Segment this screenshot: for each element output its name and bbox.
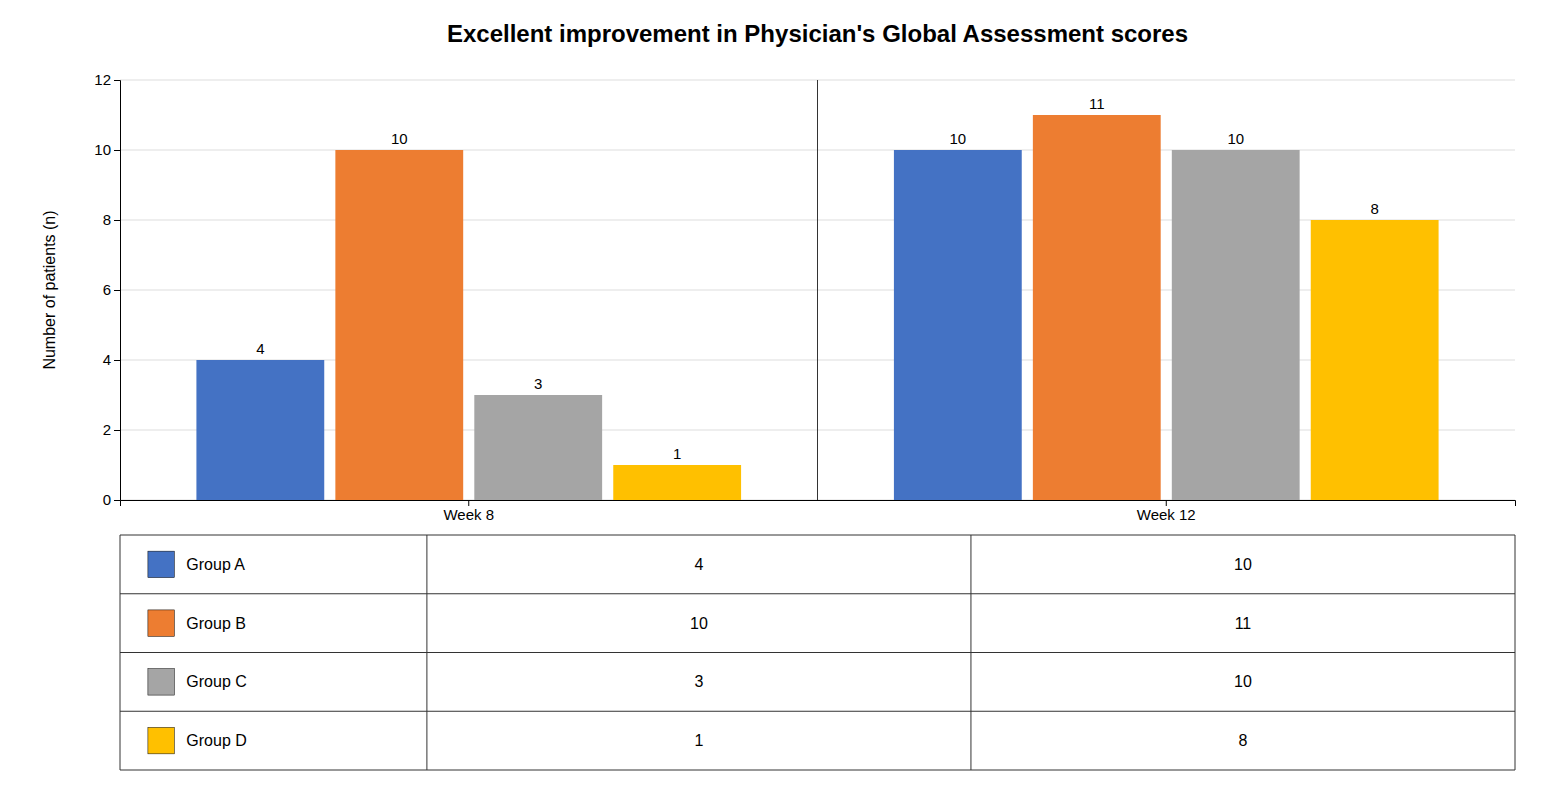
table-rule — [120, 593, 1515, 594]
table-swatch — [148, 610, 174, 636]
chart-svg: Excellent improvement in Physician's Glo… — [0, 0, 1560, 792]
x-tick-label: Week 12 — [1137, 506, 1196, 523]
table-value: 10 — [1234, 556, 1252, 573]
y-tick-label: 12 — [94, 71, 111, 88]
y-tick: 10 — [94, 141, 120, 158]
table-value: 4 — [694, 556, 703, 573]
bar — [1172, 150, 1300, 500]
y-tick-mark — [114, 430, 120, 431]
data-label: 10 — [391, 130, 408, 147]
table-rule — [426, 535, 427, 770]
y-tick-label: 4 — [103, 351, 111, 368]
table-group-name: Group D — [186, 732, 246, 749]
y-tick: 6 — [103, 281, 120, 298]
table-value: 10 — [1234, 673, 1252, 690]
table-rule — [120, 652, 1515, 653]
x-tick: Week 8 — [443, 500, 494, 523]
x-axis-line — [121, 501, 1516, 507]
y-tick-label: 8 — [103, 211, 111, 228]
data-table: Group A 4 10 Group B 10 11 Group C 3 10 Group D 1 8 — [120, 535, 1515, 770]
data-label: 10 — [949, 130, 966, 147]
y-tick: 4 — [103, 351, 120, 368]
data-label: 11 — [1089, 95, 1105, 112]
y-tick-mark — [114, 360, 120, 361]
table-group-name: Group A — [186, 556, 245, 573]
y-axis-title: Number of patients (n) — [41, 210, 58, 369]
y-tick-label: 6 — [103, 281, 111, 298]
y-tick-mark — [114, 80, 120, 81]
x-axis: Week 8 Week 12 — [121, 500, 1516, 523]
bar — [335, 150, 463, 500]
table-group-name: Group B — [186, 615, 246, 632]
table-value: 11 — [1235, 615, 1252, 632]
y-tick-mark — [114, 500, 120, 501]
table-rule — [1515, 535, 1516, 770]
table-rule — [120, 535, 121, 770]
y-tick-mark — [114, 220, 120, 221]
table-value: 1 — [694, 732, 703, 749]
table-swatch — [148, 669, 174, 695]
data-label: 4 — [256, 340, 264, 357]
y-tick-label: 10 — [94, 141, 111, 158]
table-rule — [120, 711, 1515, 712]
y-tick: 2 — [103, 421, 120, 438]
table-rule — [120, 535, 1515, 536]
data-label: 1 — [673, 445, 681, 462]
bar — [894, 150, 1022, 500]
data-label: 8 — [1370, 200, 1378, 217]
y-tick-label: 0 — [103, 491, 111, 508]
table-value: 8 — [1239, 732, 1248, 749]
y-axis: 0 2 4 6 8 10 12 — [94, 71, 120, 508]
table-swatch — [148, 727, 174, 753]
y-tick-mark — [114, 290, 120, 291]
y-axis-line — [114, 81, 121, 501]
y-tick: 12 — [94, 71, 120, 88]
bar — [474, 395, 602, 500]
table-group-name: Group C — [186, 673, 246, 690]
table-swatch — [148, 551, 174, 577]
data-label: 10 — [1227, 130, 1244, 147]
bar — [1033, 115, 1161, 500]
y-tick: 0 — [103, 491, 120, 508]
x-tick-label: Week 8 — [443, 506, 494, 523]
bar — [1311, 220, 1439, 500]
y-tick: 8 — [103, 211, 120, 228]
week-divider — [817, 80, 818, 500]
chart-title: Excellent improvement in Physician's Glo… — [447, 20, 1188, 47]
table-rule — [970, 535, 971, 770]
bar — [196, 360, 324, 500]
y-tick-label: 2 — [103, 421, 111, 438]
table-rule — [120, 770, 1515, 771]
table-value: 3 — [694, 673, 703, 690]
x-tick: Week 12 — [1137, 500, 1196, 523]
y-tick-mark — [114, 150, 120, 151]
table-value: 10 — [690, 615, 708, 632]
plot-area: 4 10 10 11 3 10 1 8 0 2 4 6 8 10 12 Week 8 Week 12 — [94, 71, 1515, 522]
data-label: 3 — [534, 375, 542, 392]
grid — [120, 80, 1515, 500]
bar — [613, 465, 741, 500]
